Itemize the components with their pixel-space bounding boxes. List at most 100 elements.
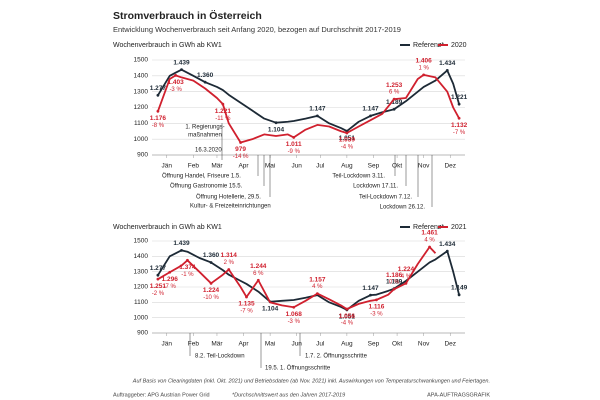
- value-label: 1.360: [197, 72, 214, 79]
- data-point: [156, 273, 160, 277]
- value-label: 1.147: [309, 106, 326, 113]
- change-label: -14 %: [233, 154, 249, 160]
- change-label: 6 %: [389, 90, 400, 96]
- x-tick-label: Apr: [238, 163, 249, 170]
- y-tick-label: 900: [137, 330, 148, 337]
- y-tick-label: 1300: [134, 88, 149, 95]
- series-line: [157, 246, 437, 310]
- y-tick-label: 1100: [134, 120, 148, 127]
- value-label: 1.403: [167, 79, 184, 86]
- change-label: -11 %: [215, 116, 231, 122]
- data-point: [392, 97, 396, 101]
- value-label: 1.434: [439, 241, 456, 248]
- data-point: [174, 73, 178, 77]
- y-tick-label: 1200: [134, 104, 149, 111]
- x-tick-label: Apr: [238, 341, 249, 348]
- value-label: 1.104: [268, 126, 285, 133]
- value-label: 1.132: [451, 122, 468, 129]
- data-point: [428, 245, 431, 249]
- value-label: 1.277: [150, 265, 167, 272]
- value-label: 1.251: [150, 283, 167, 290]
- data-point: [274, 121, 278, 125]
- change-label: -9 %: [288, 149, 301, 155]
- legend-label: Referenz*: [413, 224, 444, 231]
- change-label: 4 %: [424, 238, 435, 244]
- change-label: 1 %: [418, 65, 429, 71]
- event-label: Öffnung Handel, Friseure 1.5.: [162, 173, 241, 180]
- x-tick-label: Jul: [316, 163, 325, 170]
- footer-left: Auftraggeber: APG Austrian Power Grid: [113, 392, 210, 398]
- data-point: [457, 293, 461, 297]
- value-label: 1.224: [398, 266, 415, 273]
- change-label: -7 %: [240, 309, 253, 315]
- event-label: 19.5. 1. Öffnungsschritte: [265, 365, 331, 372]
- x-tick-label: Okt: [392, 341, 402, 348]
- value-label: 1.056: [339, 313, 356, 320]
- y-tick-label: 1200: [134, 284, 149, 291]
- value-label: 1.104: [262, 305, 279, 312]
- event-label: Lockdown 17.11.: [353, 184, 398, 190]
- x-tick-label: Dez: [444, 163, 456, 170]
- data-point: [392, 107, 396, 111]
- value-label: 1.068: [286, 311, 303, 318]
- data-point: [369, 293, 372, 297]
- legend-label: 2020: [451, 42, 467, 49]
- value-label: 1.039: [339, 137, 356, 144]
- value-label: 1.189: [386, 278, 403, 285]
- value-label: 1.157: [309, 276, 326, 283]
- value-label: 1.186: [386, 272, 403, 279]
- change-label: -10 %: [203, 295, 219, 301]
- data-point: [156, 277, 160, 281]
- data-point: [375, 298, 378, 302]
- change-label: -1 %: [181, 272, 194, 278]
- y-axis-label: Wochenverbrauch in GWh ab KW1: [113, 224, 222, 231]
- y-tick-label: 1100: [134, 299, 148, 306]
- data-point: [156, 109, 160, 113]
- value-label: 1.116: [368, 304, 384, 311]
- event-label: maßnahmen: [188, 133, 222, 139]
- value-label: 1.221: [215, 108, 232, 115]
- value-label: 1.011: [286, 141, 302, 148]
- value-label: 1.147: [362, 106, 379, 113]
- value-label: 1.221: [451, 94, 468, 101]
- value-label: 1.296: [162, 276, 179, 283]
- event-label: Kultur- & Freizeiteinrichtungen: [190, 204, 271, 210]
- data-point: [239, 141, 242, 144]
- change-label: -3 %: [169, 87, 182, 93]
- change-label: -8 %: [152, 123, 165, 129]
- value-label: 1.135: [238, 301, 255, 308]
- value-label: 1.360: [203, 252, 220, 259]
- data-point: [392, 287, 396, 291]
- data-point: [457, 116, 461, 120]
- data-point: [345, 131, 349, 135]
- value-label: 1.439: [173, 240, 190, 247]
- x-tick-label: Jul: [316, 341, 325, 348]
- x-tick-label: Sep: [368, 341, 380, 348]
- event-label: 1.7. 2. Öffnungsschritte: [305, 353, 368, 360]
- data-point: [156, 93, 160, 97]
- value-label: 1.149: [451, 285, 468, 292]
- footer-mid: *Durchschnittswert aus den Jahren 2017-2…: [232, 392, 345, 398]
- x-tick-label: Mär: [211, 341, 223, 348]
- change-label: -3 %: [288, 319, 301, 325]
- change-label: 2 %: [224, 260, 235, 266]
- data-point: [186, 258, 189, 262]
- data-point: [245, 295, 248, 299]
- x-tick-label: Sep: [368, 163, 380, 170]
- y-axis-label: Wochenverbrauch in GWh ab KW1: [113, 42, 222, 49]
- data-point: [292, 305, 296, 309]
- value-label: 1.147: [362, 285, 379, 292]
- change-label: -7 %: [164, 284, 177, 290]
- data-point: [445, 69, 449, 72]
- x-tick-label: Nov: [418, 341, 430, 348]
- x-tick-label: Jän: [162, 341, 173, 348]
- value-label: 1.439: [173, 59, 190, 66]
- change-label: 4 %: [401, 274, 412, 280]
- data-point: [315, 292, 319, 295]
- x-tick-label: Feb: [188, 163, 200, 170]
- x-tick-label: Jän: [162, 163, 173, 170]
- x-tick-label: Feb: [188, 341, 200, 348]
- value-label: 1.244: [250, 263, 267, 270]
- value-label: 1.434: [439, 60, 456, 67]
